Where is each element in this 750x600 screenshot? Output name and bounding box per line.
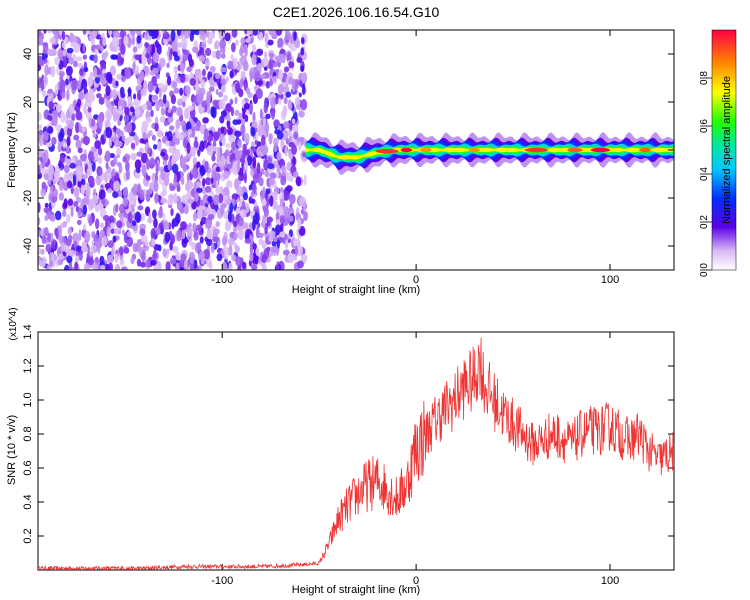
snr-x-tick-label: -100 (211, 575, 233, 587)
snr-series-line (38, 337, 674, 570)
spectrogram-y-tick-label: 0 (22, 147, 34, 153)
chart-title: C2E1.2026.106.16.54.G10 (273, 4, 440, 20)
spectrogram-x-tick-label: 0 (413, 274, 419, 286)
snr-multiplier: (x10^4) (8, 307, 19, 340)
snr-frame (37, 331, 675, 571)
snr-y-tick-label: 0.2 (22, 528, 34, 543)
spectrogram-y-tick-label: -20 (22, 190, 34, 206)
snr-panel: -100 0 100 0.2 0.4 0.6 0.8 1.0 1.2 1.4 (x10^4) He… (6, 307, 675, 596)
colorbar-tick-label: 0.2 (699, 215, 710, 229)
spectrogram-y-tick-label: -40 (22, 238, 34, 254)
noise-region (38, 30, 308, 270)
colorbar: 0.0 0.2 0.4 0.6 0.8 Normalized spectral ampl… (699, 29, 737, 277)
snr-x-tick-label: 100 (601, 575, 619, 587)
spectrogram-y-tick-label: 40 (22, 48, 34, 60)
snr-y-tick-label: 0.8 (22, 426, 34, 441)
spectrogram-heatmap (38, 30, 674, 270)
colorbar-tick-label: 0.0 (699, 263, 710, 277)
snr-x-label: Height of straight line (km) (292, 584, 420, 596)
spectrogram-x-label: Height of straight line (km) (292, 284, 420, 296)
snr-y-tick-label: 0.4 (22, 494, 34, 509)
snr-y-tick-label: 1.2 (22, 358, 34, 373)
colorbar-ticks: 0.0 0.2 0.4 0.6 0.8 (699, 71, 712, 277)
spectrogram-panel: -100 0 100 -40 -20 0 20 40 Height of straight l… (6, 29, 675, 296)
colorbar-tick-label: 0.8 (699, 71, 710, 85)
spectrogram-y-label: Frequency (Hz) (6, 112, 18, 188)
snr-y-tick-label: 0.6 (22, 460, 34, 475)
spectrogram-ticks: -100 0 100 -40 -20 0 20 40 (22, 30, 674, 286)
colorbar-tick-label: 0.4 (699, 167, 710, 181)
spectrogram-x-tick-label: -100 (211, 274, 233, 286)
snr-x-tick-label: 0 (413, 575, 419, 587)
snr-y-label: SNR (10 * v/v) (6, 415, 18, 485)
snr-y-tick-label: 1.0 (22, 392, 34, 407)
spectrogram-y-tick-label: 20 (22, 96, 34, 108)
spectrogram-x-tick-label: 100 (601, 274, 619, 286)
colorbar-label: Normalized spectral amplitude (721, 76, 733, 224)
snr-y-tick-label: 1.4 (22, 324, 34, 339)
ridge (305, 132, 674, 175)
colorbar-gradient (711, 29, 737, 271)
colorbar-tick-label: 0.6 (699, 119, 710, 133)
snr-ticks: -100 0 100 0.2 0.4 0.6 0.8 1.0 1.2 1.4 (22, 324, 674, 587)
